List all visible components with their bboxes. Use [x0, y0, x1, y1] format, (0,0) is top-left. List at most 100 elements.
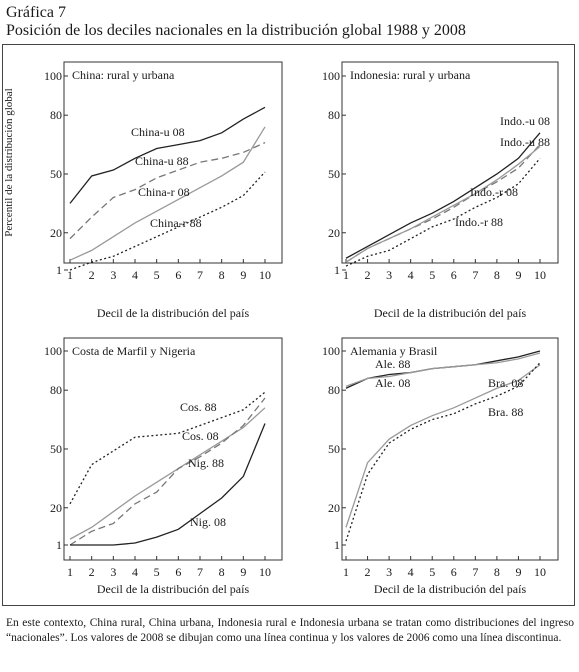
series-annotation: Bra. 88 [488, 405, 523, 419]
series-annotation: Indo.-r 08 [470, 185, 518, 199]
series-line-2 [69, 407, 266, 540]
y-tick-label: 20 [50, 501, 62, 515]
x-tick-label: 9 [240, 565, 246, 579]
panel-title: China: rural y urbana [72, 68, 175, 82]
x-tick-label: 1 [67, 268, 73, 282]
y-tick-label: 80 [328, 108, 340, 122]
x-tick-label: 5 [429, 565, 435, 579]
panel-4: 1 20 50 80 100 1 2 3 4 5 6 7 8 9 10 Decil de la distrib… [322, 337, 559, 596]
x-axis-label: Decil de la distribución del país [374, 582, 527, 596]
x-tick-label: 3 [110, 268, 116, 282]
x-tick-label: 5 [154, 268, 160, 282]
x-tick-label: 4 [408, 565, 414, 579]
x-tick-label: 7 [197, 565, 203, 579]
panel-2: 1 20 50 80 100 1 2 3 4 5 6 7 8 9 10 Decil de la distrib… [322, 61, 559, 320]
series-line-1 [345, 132, 541, 259]
y-axis-label: Percentil de la distribución global [3, 88, 15, 236]
x-tick-label: 2 [89, 268, 95, 282]
x-axis-label: Decil de la distribución del país [374, 306, 527, 320]
x-tick-label: 10 [259, 268, 271, 282]
figure-label: Gráfica 7 [6, 4, 66, 21]
x-tick-label: 7 [472, 268, 478, 282]
x-tick-label: 3 [386, 268, 392, 282]
x-tick-label: 7 [197, 268, 203, 282]
series-annotation: Indo.-r 88 [455, 215, 503, 229]
series-annotation: Indo.-u 08 [500, 114, 550, 128]
series-annotation: China-u 08 [131, 125, 185, 139]
x-tick-label: 3 [110, 565, 116, 579]
y-tick-label: 20 [328, 226, 340, 240]
figure-title: Posición de los deciles nacionales en la… [6, 22, 466, 39]
panel-title: Costa de Marfil y Nigeria [72, 344, 196, 358]
y-tick-label: 20 [50, 226, 62, 240]
x-tick-label: 1 [67, 565, 73, 579]
series-line-3 [69, 126, 266, 261]
series-line-4 [345, 157, 541, 267]
x-tick-label: 3 [386, 565, 392, 579]
plot-box [341, 61, 559, 264]
panel-title: Indonesia: rural y urbana [350, 68, 471, 82]
x-tick-label: 9 [515, 268, 521, 282]
plot-box [63, 61, 283, 264]
series-line-4 [345, 362, 541, 542]
y-tick-label: 50 [328, 442, 340, 456]
x-tick-label: 9 [240, 268, 246, 282]
x-tick-label: 9 [515, 565, 521, 579]
y-tick-label: 50 [50, 442, 62, 456]
x-tick-label: 4 [132, 268, 138, 282]
panel-3: 1 20 50 80 100 1 2 3 4 5 6 7 8 9 10 Decil de la distrib… [44, 337, 283, 596]
series-annotation: Bra. 08 [488, 376, 523, 390]
y-tick-label: 80 [50, 108, 62, 122]
y-tick-label: 1 [56, 263, 62, 277]
figure-note: En este contexto, China rural, China urb… [6, 617, 574, 644]
plot-box [341, 337, 559, 561]
series-annotation: China-u 88 [135, 154, 189, 168]
x-tick-label: 7 [472, 565, 478, 579]
x-tick-label: 1 [343, 268, 349, 282]
x-tick-label: 2 [89, 565, 95, 579]
series-annotation: Cos. 08 [182, 429, 219, 443]
y-tick-label: 20 [328, 501, 340, 515]
y-tick-label: 80 [50, 383, 62, 397]
series-annotation: Nig. 88 [188, 456, 224, 470]
series-line-2 [69, 142, 266, 240]
y-tick-label: 1 [334, 263, 340, 277]
y-tick-label: 50 [328, 167, 340, 181]
x-tick-label: 10 [534, 268, 546, 282]
series-line-1 [69, 391, 266, 505]
y-tick-label: 100 [322, 69, 340, 83]
x-tick-label: 8 [219, 268, 225, 282]
y-tick-label: 50 [50, 167, 62, 181]
y-tick-label: 100 [322, 344, 340, 358]
y-tick-label: 1 [56, 538, 62, 552]
series-annotation: Ale. 08 [375, 376, 410, 390]
series-line-3 [345, 364, 541, 528]
x-tick-label: 1 [343, 565, 349, 579]
x-tick-label: 8 [494, 268, 500, 282]
x-tick-label: 10 [534, 565, 546, 579]
series-line-2 [345, 352, 541, 387]
series-annotation: China-r 88 [150, 216, 202, 230]
x-tick-label: 2 [365, 565, 371, 579]
series-annotation: Cos. 88 [180, 400, 217, 414]
series-line-3 [69, 397, 266, 546]
panel-1: 1 20 50 80 100 1 2 3 4 5 6 7 8 9 10 Decil de la distrib… [3, 61, 283, 320]
y-tick-label: 100 [44, 69, 62, 83]
plot-box [63, 337, 283, 561]
y-tick-label: 1 [334, 538, 340, 552]
x-tick-label: 5 [154, 565, 160, 579]
x-tick-label: 8 [219, 565, 225, 579]
x-tick-label: 6 [451, 268, 457, 282]
x-tick-label: 6 [175, 268, 181, 282]
x-tick-label: 10 [259, 565, 271, 579]
x-tick-label: 6 [175, 565, 181, 579]
x-tick-label: 4 [132, 565, 138, 579]
x-tick-label: 8 [494, 565, 500, 579]
series-line-3 [345, 146, 541, 263]
series-annotation: China-r 08 [138, 185, 190, 199]
series-annotation: Indo.-u 88 [500, 135, 550, 149]
y-tick-label: 80 [328, 383, 340, 397]
series-line-1 [69, 106, 266, 204]
x-axis-label: Decil de la distribución del país [97, 582, 250, 596]
